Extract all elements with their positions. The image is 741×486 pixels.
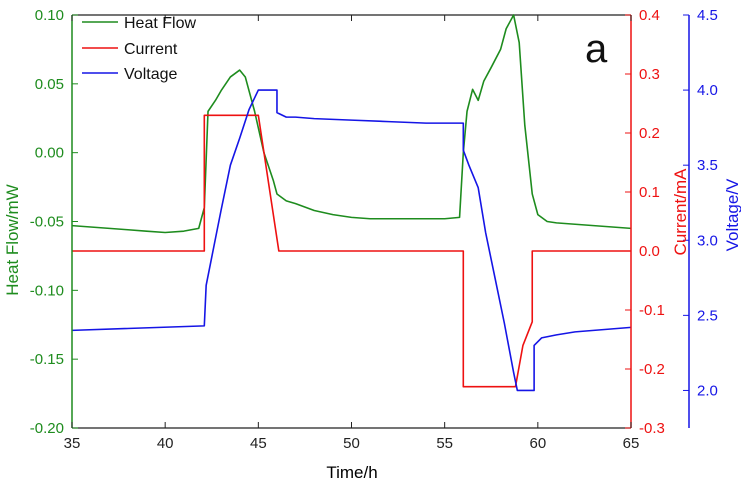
voltage-tick-label: 2.5 <box>697 307 718 324</box>
x-tick-label: 55 <box>436 435 453 452</box>
heat-flow-tick-label: -0.10 <box>30 282 64 299</box>
series-layer <box>71 14 632 392</box>
voltage-tick-label: 4.0 <box>697 82 718 99</box>
current-tick-label: 0.2 <box>639 125 660 142</box>
current-tick-label: 0.3 <box>639 66 660 83</box>
legend-label-voltage: Voltage <box>124 66 177 83</box>
panel-label: a <box>585 27 608 71</box>
voltage-tick-label: 4.5 <box>697 7 718 24</box>
current-axis: -0.3 -0.2 -0.1 0.0 0.1 0.2 0.3 0.4 <box>625 7 665 437</box>
current-axis-label: Current/mA <box>671 168 690 256</box>
current-tick-label: -0.2 <box>639 361 665 378</box>
legend: Heat Flow Current Voltage <box>82 15 196 83</box>
current-tick-label: 0.4 <box>639 7 660 24</box>
heat-flow-axis: -0.20 -0.15 -0.10 -0.05 0.00 0.05 0.10 <box>30 7 78 437</box>
current-line <box>72 114 631 388</box>
legend-label-heat-flow: Heat Flow <box>124 15 196 32</box>
voltage-tick-label: 3.0 <box>697 232 718 249</box>
x-tick-label: 35 <box>64 435 81 452</box>
heat-flow-tick-label: -0.15 <box>30 351 64 368</box>
x-tick-label: 60 <box>529 435 546 452</box>
heat-flow-tick-label: 0.00 <box>35 145 64 162</box>
time-axis: 35 40 45 50 55 60 65 <box>64 15 640 452</box>
voltage-line <box>71 89 632 392</box>
heat-flow-tick-label: 0.05 <box>35 76 64 93</box>
current-tick-label: 0.1 <box>639 184 660 201</box>
x-tick-label: 65 <box>623 435 640 452</box>
voltage-axis: 2.0 2.5 3.0 3.5 4.0 4.5 <box>683 7 718 428</box>
voltage-tick-label: 3.5 <box>697 157 718 174</box>
x-axis-label: Time/h <box>326 463 377 482</box>
current-tick-label: 0.0 <box>639 243 660 260</box>
voltage-tick-label: 2.0 <box>697 382 718 399</box>
current-tick-label: -0.1 <box>639 302 665 319</box>
heat-flow-tick-label: -0.05 <box>30 214 64 231</box>
heat-flow-tick-label: 0.10 <box>35 7 64 24</box>
x-tick-label: 40 <box>157 435 174 452</box>
x-tick-label: 45 <box>250 435 267 452</box>
legend-label-current: Current <box>124 41 178 58</box>
heat-flow-tick-label: -0.20 <box>30 420 64 437</box>
x-tick-label: 50 <box>343 435 360 452</box>
heat-flow-axis-label: Heat Flow/mW <box>3 184 22 295</box>
voltage-axis-label: Voltage/V <box>723 178 741 251</box>
current-tick-label: -0.3 <box>639 420 665 437</box>
